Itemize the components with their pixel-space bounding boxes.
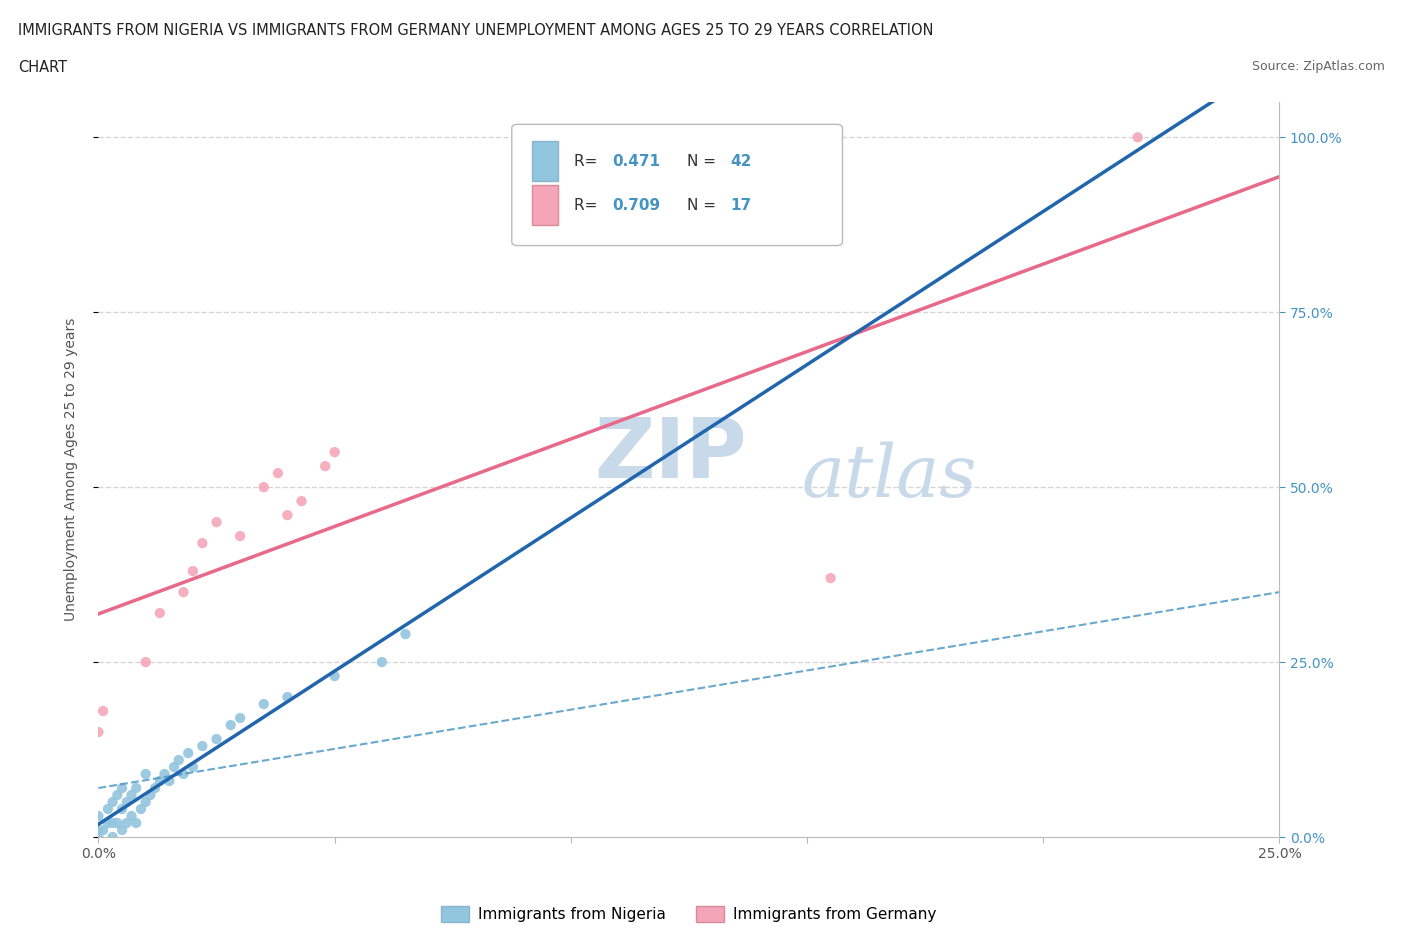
Point [229,528,252,543]
FancyBboxPatch shape [512,125,842,246]
Point [205,732,228,747]
Point [253,697,276,711]
Text: 0.709: 0.709 [612,198,661,213]
Point [1126,130,1149,145]
Point [276,690,298,705]
Point [135,794,157,809]
Point [290,494,312,509]
Text: R=: R= [575,153,603,168]
Point [323,445,346,459]
Point [205,514,228,529]
Point [177,746,200,761]
Point [97,802,120,817]
Point [135,766,157,781]
Point [135,655,157,670]
Point [139,788,162,803]
Text: atlas: atlas [801,442,977,512]
Text: IMMIGRANTS FROM NIGERIA VS IMMIGRANTS FROM GERMANY UNEMPLOYMENT AMONG AGES 25 TO: IMMIGRANTS FROM NIGERIA VS IMMIGRANTS FR… [18,23,934,38]
Point [87,724,110,739]
Point [163,760,186,775]
Point [111,780,134,795]
Point [149,774,172,789]
Point [219,718,242,733]
Point [97,816,120,830]
Point [181,564,204,578]
Text: Source: ZipAtlas.com: Source: ZipAtlas.com [1251,60,1385,73]
Point [125,816,148,830]
Text: 17: 17 [730,198,751,213]
Point [101,794,124,809]
FancyBboxPatch shape [531,140,558,181]
Point [149,605,172,620]
Y-axis label: Unemployment Among Ages 25 to 29 years: Unemployment Among Ages 25 to 29 years [63,318,77,621]
Text: ZIP: ZIP [595,415,747,496]
Point [115,794,138,809]
Point [121,788,143,803]
Point [115,816,138,830]
Text: 0.471: 0.471 [612,153,661,168]
Point [191,536,214,551]
Point [172,585,194,600]
Text: 42: 42 [730,153,752,168]
FancyBboxPatch shape [531,185,558,225]
Point [87,830,110,844]
Legend: Immigrants from Nigeria, Immigrants from Germany: Immigrants from Nigeria, Immigrants from… [436,899,942,928]
Point [121,808,143,823]
Point [253,480,276,495]
Text: R=: R= [575,198,603,213]
Text: N =: N = [686,198,720,213]
Point [125,780,148,795]
Point [181,760,204,775]
Point [371,655,394,670]
Point [101,830,124,844]
Point [87,808,110,823]
Point [323,669,346,684]
Point [314,458,336,473]
Point [111,802,134,817]
Point [172,766,194,781]
Point [153,766,176,781]
Point [157,774,180,789]
Point [276,508,298,523]
Point [111,822,134,837]
Point [91,822,114,837]
Point [105,788,128,803]
Point [394,627,416,642]
Point [820,571,842,586]
Point [191,738,214,753]
Point [267,466,290,481]
Text: N =: N = [686,153,720,168]
Point [129,802,152,817]
Point [167,752,190,767]
Point [87,822,110,837]
Point [229,711,252,725]
Text: CHART: CHART [18,60,67,75]
Point [105,816,128,830]
Point [101,816,124,830]
Point [91,704,114,719]
Point [143,780,166,795]
